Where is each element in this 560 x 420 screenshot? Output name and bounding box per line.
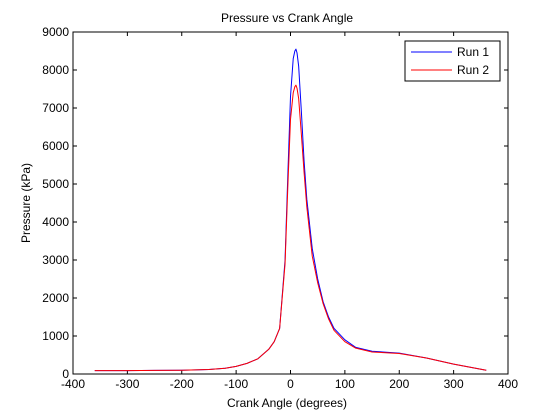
y-tick-label: 1000 [42, 329, 69, 343]
y-tick-label: 9000 [42, 25, 69, 39]
x-tick-label: 200 [389, 377, 409, 391]
y-tick-label: 5000 [42, 177, 69, 191]
y-tick-label: 8000 [42, 63, 69, 77]
legend-label-2: Run 2 [457, 63, 489, 77]
y-tick-label: 7000 [42, 101, 69, 115]
x-tick-label: -200 [170, 377, 194, 391]
x-tick-label: 100 [335, 377, 355, 391]
y-tick-label: 3000 [42, 253, 69, 267]
y-tick-label: 0 [62, 367, 69, 381]
legend: Run 1 Run 2 [404, 40, 501, 82]
y-tick-label: 6000 [42, 139, 69, 153]
y-axis-label: Pressure (kPa) [19, 163, 33, 243]
x-axis-label: Crank Angle (degrees) [227, 396, 347, 410]
x-tick-label: 0 [287, 377, 294, 391]
chart-title: Pressure vs Crank Angle [221, 11, 353, 25]
ticks: -400 -300 -200 -100 0 100 200 300 40001000200030… [42, 25, 518, 391]
series-line-2 [94, 84, 487, 372]
x-tick-label: -400 [61, 377, 85, 391]
x-tick-label: -100 [224, 377, 248, 391]
legend-label-1: Run 1 [457, 45, 489, 59]
series-group [94, 48, 487, 372]
legend-box [404, 40, 501, 82]
x-tick-label: -300 [115, 377, 139, 391]
y-tick-label: 2000 [42, 291, 69, 305]
y-tick-label: 4000 [42, 215, 69, 229]
x-tick-label: 400 [498, 377, 518, 391]
x-tick-label: 300 [444, 377, 464, 391]
